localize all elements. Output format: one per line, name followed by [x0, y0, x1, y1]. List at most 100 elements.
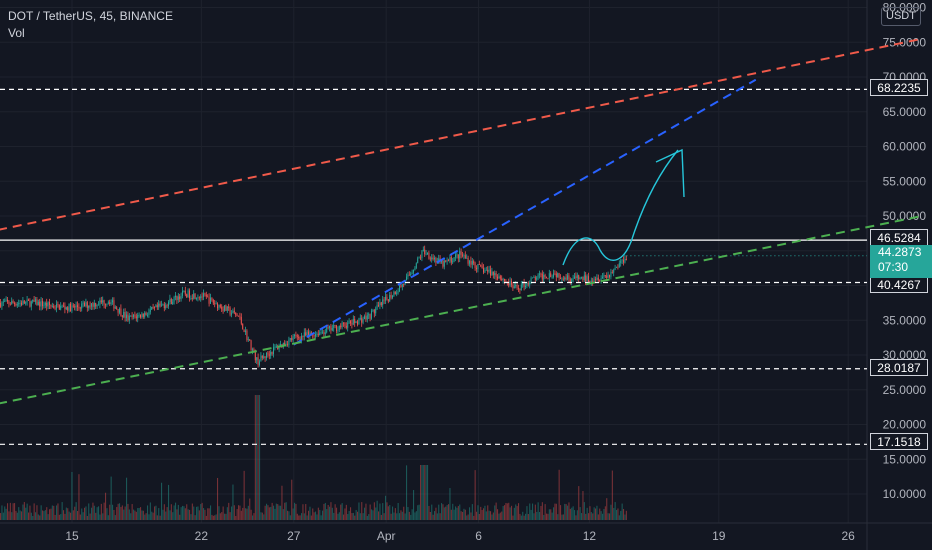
volume-bar — [203, 508, 205, 520]
candle-body — [505, 280, 507, 283]
candle-body — [189, 290, 190, 299]
candle-body — [351, 323, 353, 325]
candle-body — [130, 315, 132, 317]
candle-body — [232, 310, 234, 314]
volume-bar — [1, 505, 3, 520]
volume-bars-group — [0, 395, 627, 520]
volume-bar — [19, 510, 21, 520]
volume-bar — [85, 506, 87, 520]
y-tick-label: 20.0000 — [883, 418, 927, 432]
candle-body — [597, 277, 599, 281]
volume-bar — [457, 506, 459, 520]
volume-bar — [341, 503, 343, 520]
volume-bar — [261, 512, 263, 520]
candle-body — [142, 313, 144, 317]
candle-body — [303, 332, 305, 337]
candle-body — [156, 305, 158, 308]
volume-bar — [561, 514, 563, 520]
candle-body — [327, 327, 329, 329]
candle-body — [438, 258, 440, 262]
candle-body — [149, 309, 151, 313]
volume-bar — [571, 507, 573, 520]
candle-body — [233, 310, 235, 313]
candle-body — [413, 270, 414, 273]
candle-body — [2, 301, 4, 303]
candle-body — [114, 307, 116, 309]
candle-body — [197, 297, 199, 299]
candle-body — [513, 286, 515, 289]
candle-body — [432, 257, 434, 260]
candle-body — [89, 305, 91, 307]
candle-body — [491, 271, 493, 276]
volume-bar — [144, 514, 146, 520]
candle-body — [508, 282, 510, 286]
volume-bar — [380, 514, 382, 520]
candle-body — [546, 277, 547, 278]
volume-bar — [236, 509, 238, 520]
candle-body — [225, 305, 227, 311]
y-tick-label: 10.0000 — [883, 487, 927, 501]
y-tick-label: 15.0000 — [883, 452, 927, 466]
volume-bar — [172, 512, 174, 520]
volume-bar — [224, 513, 226, 520]
volume-bar — [296, 513, 298, 520]
volume-bar — [183, 506, 185, 520]
candle-body — [497, 276, 498, 279]
candle-body — [176, 295, 178, 300]
candle-body — [544, 274, 546, 278]
currency-button[interactable]: USDT — [881, 7, 921, 26]
volume-bar — [462, 511, 464, 520]
volume-bar — [96, 507, 98, 520]
candle-body — [211, 297, 213, 301]
volume-bar — [215, 514, 217, 520]
candle-body — [61, 305, 63, 307]
volume-bar — [285, 502, 287, 520]
candle-body — [231, 313, 232, 315]
candle-body — [9, 303, 11, 305]
volume-bar — [327, 504, 329, 520]
volume-bar — [109, 504, 111, 520]
candle-body — [347, 322, 349, 328]
candle-body — [28, 299, 29, 301]
candle-body — [600, 278, 602, 281]
candle-body — [527, 282, 529, 285]
candle-body — [422, 249, 424, 252]
candle-body — [348, 321, 350, 323]
candle-body — [568, 275, 570, 280]
current-price-badge: 44.2873 07:30 — [870, 245, 932, 278]
candle-body — [128, 315, 130, 321]
candle-body — [102, 300, 104, 303]
candle-body — [299, 338, 301, 340]
volume-bar — [121, 505, 123, 520]
volume-bar — [554, 503, 556, 520]
volume-bar — [324, 502, 326, 520]
candle-body — [610, 271, 612, 278]
candle-body — [161, 304, 162, 306]
volume-bar — [385, 495, 387, 520]
candle-body — [462, 254, 463, 256]
volume-bar — [225, 513, 227, 520]
candle-body — [372, 310, 374, 311]
volume-bar — [77, 510, 79, 520]
volume-bar — [54, 514, 56, 520]
candle-body — [529, 282, 531, 285]
candle-body — [501, 278, 503, 280]
candle-body — [620, 260, 622, 264]
candle-body — [593, 279, 595, 282]
volume-indicator-label[interactable]: Vol — [8, 26, 25, 40]
volume-bar — [189, 509, 191, 520]
candle-body — [463, 255, 465, 257]
candle-body — [450, 257, 452, 263]
volume-bar — [600, 511, 602, 520]
candle-body — [205, 294, 207, 297]
candle-body — [368, 314, 370, 316]
candle-body — [158, 303, 160, 308]
volume-bar — [211, 514, 213, 520]
symbol-title[interactable]: DOT / TetherUS, 45, BINANCE — [8, 9, 173, 23]
volume-bar — [113, 509, 115, 520]
candle-body — [37, 301, 39, 306]
candle-body — [477, 264, 479, 270]
candle-body — [571, 278, 573, 282]
candle-body — [175, 295, 176, 298]
